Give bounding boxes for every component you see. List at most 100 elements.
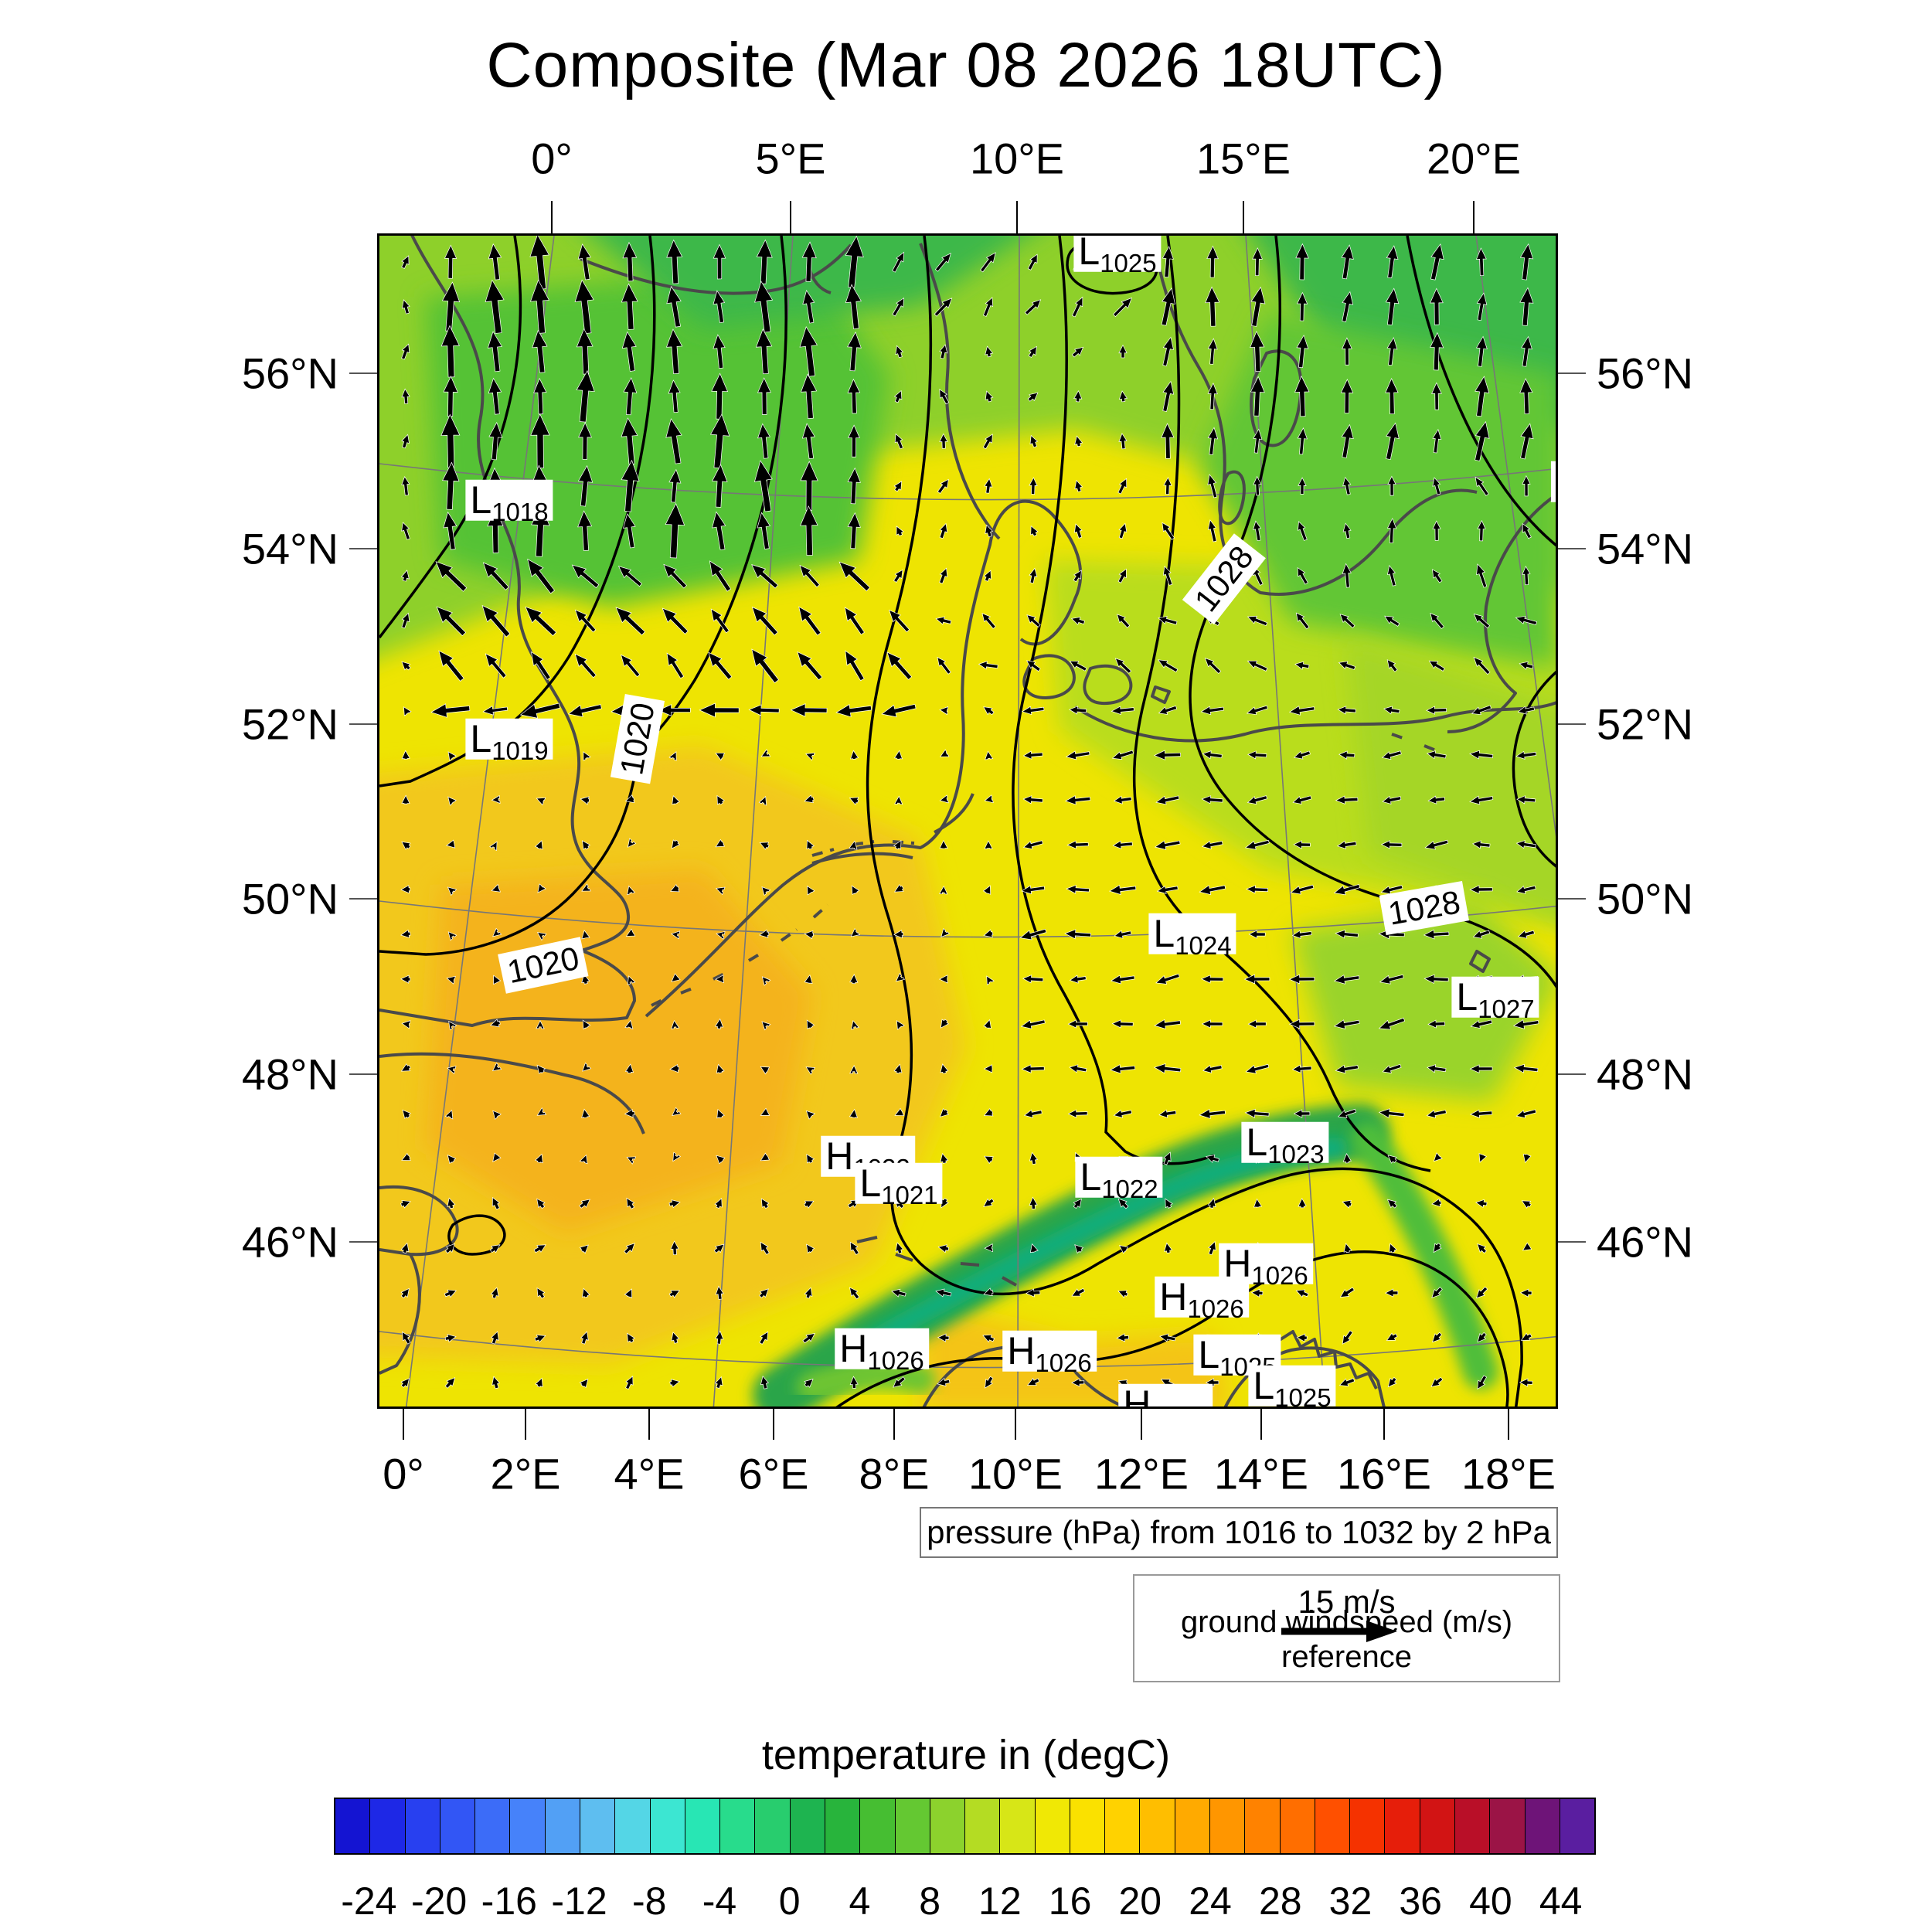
wind-reference-note: ground windspeed (m/s) reference xyxy=(1180,1605,1513,1674)
colorbar-tick-label: 36 xyxy=(1399,1879,1442,1923)
colorbar-cell xyxy=(1420,1799,1455,1853)
pressure-center-label: H1026 xyxy=(835,1328,929,1373)
wind-reference-box: 15 m/s ground windspeed (m/s) reference xyxy=(1133,1574,1560,1682)
axis-label-bottom: 0° xyxy=(383,1449,424,1498)
axis-tick-right xyxy=(1558,372,1586,374)
axis-label-bottom: 6°E xyxy=(738,1449,809,1498)
axis-label-left: 46°N xyxy=(241,1217,338,1267)
colorbar-cell xyxy=(440,1799,476,1853)
pressure-center-label: L1023 xyxy=(1241,1122,1329,1167)
colorbar-tick-label: 32 xyxy=(1328,1879,1372,1923)
axis-tick-bottom xyxy=(525,1409,526,1440)
axis-tick-left xyxy=(349,1241,377,1243)
axis-tick-bottom xyxy=(893,1409,895,1440)
pressure-center-label: H1026 xyxy=(1002,1331,1097,1376)
axis-tick-bottom xyxy=(648,1409,650,1440)
colorbar-tick-label: 24 xyxy=(1189,1879,1232,1923)
colorbar-cell xyxy=(370,1799,406,1853)
axis-tick-bottom xyxy=(1260,1409,1262,1440)
colorbar-cell xyxy=(1105,1799,1141,1853)
axis-label-right: 50°N xyxy=(1597,874,1694,923)
colorbar-cell xyxy=(545,1799,580,1853)
colorbar-cell xyxy=(825,1799,861,1853)
colorbar-tick-label: 12 xyxy=(978,1879,1022,1923)
pressure-center-label: H1026 xyxy=(1118,1384,1213,1406)
axis-tick-top xyxy=(1473,201,1475,233)
axis-label-top: 0° xyxy=(531,134,573,183)
pressure-caption-box: pressure (hPa) from 1016 to 1032 by 2 hP… xyxy=(920,1507,1558,1558)
colorbar-cell xyxy=(650,1799,685,1853)
colorbar-tick-label: 28 xyxy=(1258,1879,1302,1923)
colorbar-tick-label: -12 xyxy=(551,1879,607,1923)
pressure-center-label: L1018 xyxy=(465,480,553,525)
axis-label-left: 54°N xyxy=(241,524,338,573)
colorbar-tick-label: 20 xyxy=(1118,1879,1162,1923)
colorbar-cell xyxy=(1560,1799,1595,1853)
axis-tick-left xyxy=(349,723,377,725)
colorbar-cell xyxy=(1315,1799,1351,1853)
colorbar-cell xyxy=(1070,1799,1106,1853)
colorbar-cell xyxy=(860,1799,896,1853)
colorbar-tick-label: -8 xyxy=(632,1879,667,1923)
pressure-center-label: L1022 xyxy=(1075,1157,1163,1202)
colorbar-cell xyxy=(405,1799,440,1853)
colorbar-cell xyxy=(335,1799,371,1853)
axis-tick-bottom xyxy=(1141,1409,1142,1440)
colorbar-tick-label: 0 xyxy=(778,1879,801,1923)
colorbar-tick-label: -20 xyxy=(410,1879,468,1923)
colorbar-cell xyxy=(1175,1799,1211,1853)
axis-label-right: 56°N xyxy=(1597,349,1694,398)
colorbar-cell xyxy=(755,1799,791,1853)
axis-tick-left xyxy=(349,548,377,549)
graticule xyxy=(379,236,1556,1406)
axis-label-bottom: 18°E xyxy=(1461,1449,1556,1498)
colorbar-tick-label: -4 xyxy=(702,1879,737,1923)
axis-label-top: 10°E xyxy=(969,134,1065,183)
colorbar-cell xyxy=(685,1799,721,1853)
pressure-center-label: L1019 xyxy=(465,719,553,764)
axis-label-left: 56°N xyxy=(241,349,338,398)
map-plot xyxy=(379,236,1556,1406)
colorbar-cell xyxy=(965,1799,1001,1853)
pressure-center-label: L1025 xyxy=(1073,236,1162,276)
axis-tick-bottom xyxy=(1015,1409,1016,1440)
colorbar-cell xyxy=(1035,1799,1070,1853)
axis-label-bottom: 8°E xyxy=(859,1449,930,1498)
colorbar-cell xyxy=(615,1799,651,1853)
axis-label-left: 48°N xyxy=(241,1049,338,1099)
map-panel: L1025 L1018 L1019 1020 1020 1028 1028 L1024 L102… xyxy=(377,233,1558,1409)
pressure-center-label: H xyxy=(1550,461,1556,502)
wind-arrows xyxy=(400,236,1539,1390)
colorbar xyxy=(334,1798,1596,1855)
axis-tick-left xyxy=(349,372,377,374)
axis-tick-left xyxy=(349,898,377,900)
axis-tick-top xyxy=(551,201,553,233)
axis-tick-bottom xyxy=(403,1409,404,1440)
colorbar-cell xyxy=(1280,1799,1315,1853)
colorbar-cell xyxy=(1210,1799,1246,1853)
colorbar-cell xyxy=(1000,1799,1036,1853)
pressure-caption-text: pressure (hPa) from 1016 to 1032 by 2 hP… xyxy=(927,1514,1551,1550)
axis-label-right: 46°N xyxy=(1597,1217,1694,1267)
colorbar-cell xyxy=(475,1799,511,1853)
colorbar-cell xyxy=(1245,1799,1281,1853)
axis-label-bottom: 2°E xyxy=(490,1449,561,1498)
axis-label-right: 52°N xyxy=(1597,699,1694,749)
axis-tick-right xyxy=(1558,1241,1586,1243)
colorbar-cell xyxy=(510,1799,546,1853)
colorbar-tick-label: 40 xyxy=(1469,1879,1512,1923)
axis-tick-top xyxy=(790,201,791,233)
colorbar-cell xyxy=(790,1799,825,1853)
pressure-center-label: L1024 xyxy=(1148,913,1236,958)
colorbar-cell xyxy=(1490,1799,1526,1853)
wind-reference-arrow-icon xyxy=(1281,1621,1397,1642)
axis-label-top: 5°E xyxy=(755,134,826,183)
pressure-center-label: L1021 xyxy=(855,1163,943,1208)
axis-tick-right xyxy=(1558,1073,1586,1075)
colorbar-tick-label: -16 xyxy=(481,1879,537,1923)
pressure-center-label: L1027 xyxy=(1451,977,1539,1022)
colorbar-title: temperature in (degC) xyxy=(761,1732,1171,1778)
temperature-field xyxy=(379,236,1556,1406)
axis-label-right: 48°N xyxy=(1597,1049,1694,1099)
